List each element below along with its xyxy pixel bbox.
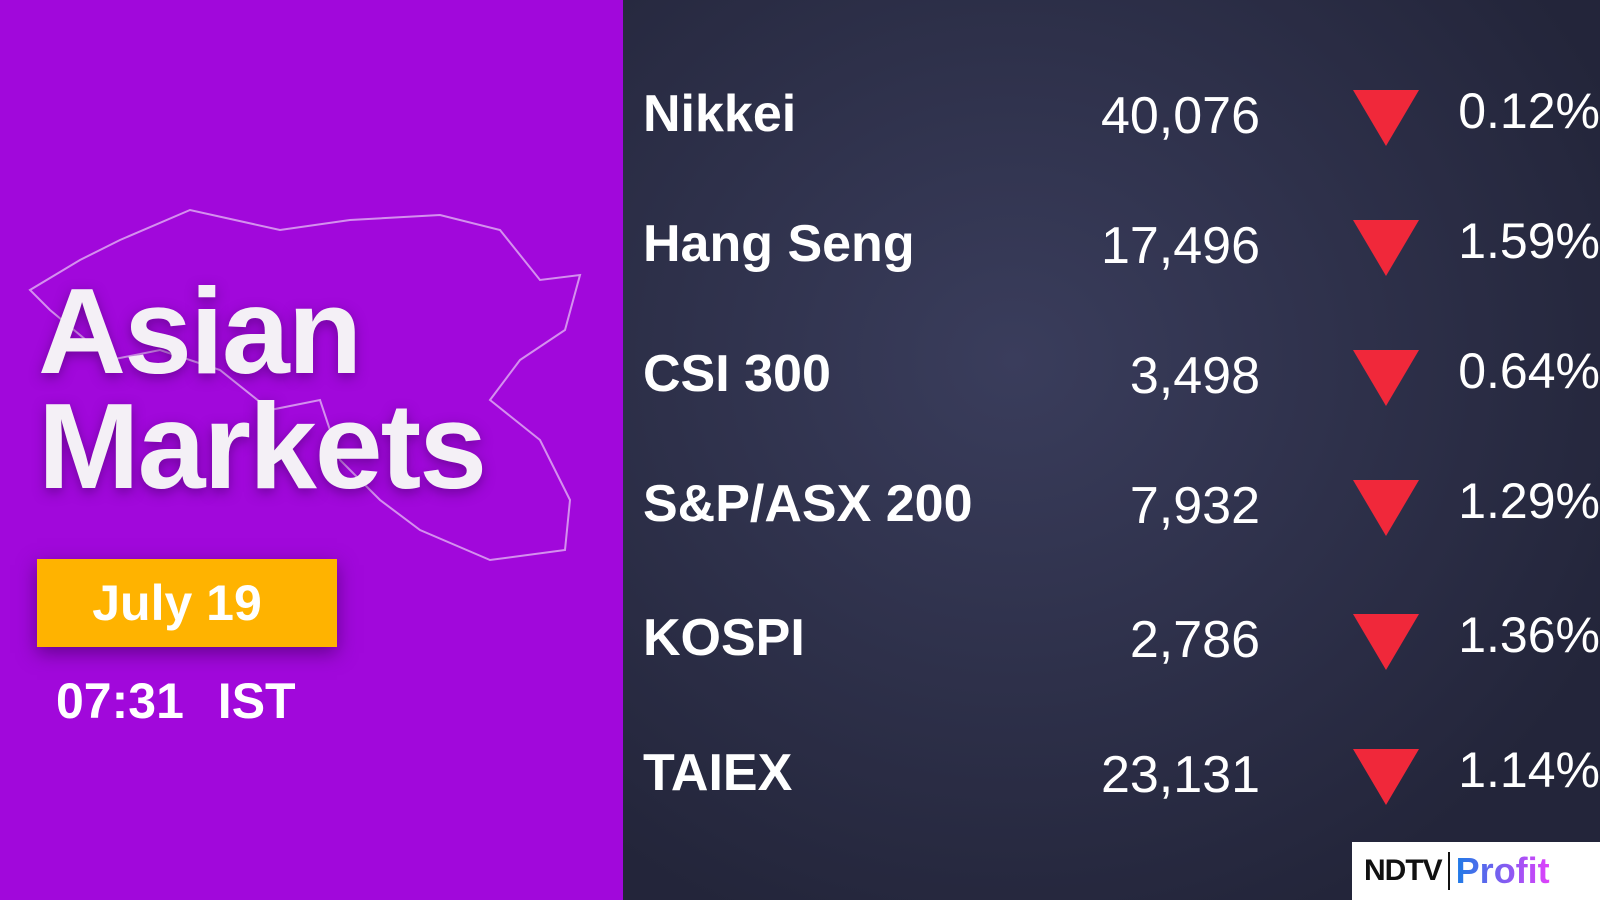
down-arrow-icon (1353, 220, 1419, 276)
market-value: 3,498 (1129, 347, 1260, 405)
market-name: KOSPI (643, 609, 805, 667)
timestamp: 07:31 IST (56, 672, 296, 730)
market-change: 1.14% (1458, 742, 1600, 798)
markets-panel: Nikkei 40,076 0.12% Hang Seng 17,496 1.59… (623, 0, 1600, 900)
logo-product: Profit (1455, 850, 1550, 891)
logo-divider (1447, 852, 1450, 890)
down-arrow-icon (1353, 480, 1419, 536)
date-badge: July 19 (37, 559, 337, 647)
timezone: IST (217, 673, 296, 729)
logo-brand: NDTV (1364, 854, 1443, 887)
title-line2: Markets (38, 378, 487, 514)
market-name: Nikkei (643, 85, 797, 143)
market-name: TAIEX (643, 744, 793, 802)
down-arrow-icon (1353, 614, 1419, 670)
market-change: 1.36% (1458, 607, 1600, 663)
market-value: 40,076 (1100, 87, 1260, 145)
market-row: KOSPI 2,786 1.36% (623, 598, 1600, 678)
ndtv-profit-logo: NDTV Profit (1352, 842, 1600, 900)
market-value: 17,496 (1100, 217, 1260, 275)
market-row: TAIEX 23,131 1.14% (623, 733, 1600, 813)
market-row: CSI 300 3,498 0.64% (623, 334, 1600, 414)
down-arrow-icon (1353, 749, 1419, 805)
market-change: 0.12% (1458, 83, 1600, 139)
market-row: Nikkei 40,076 0.12% (623, 74, 1600, 154)
down-arrow-icon (1353, 350, 1419, 406)
time: 07:31 (56, 673, 184, 729)
market-name: CSI 300 (643, 345, 831, 403)
title-line1: Asian (38, 263, 362, 399)
market-change: 0.64% (1458, 343, 1600, 399)
down-arrow-icon (1353, 90, 1419, 146)
market-value: 2,786 (1129, 611, 1260, 669)
asia-map-outline (28, 208, 582, 562)
market-change: 1.59% (1458, 213, 1600, 269)
market-name: S&P/ASX 200 (643, 475, 973, 533)
title-panel: Asian Markets July 19 07:31 IST (0, 0, 623, 900)
market-row: Hang Seng 17,496 1.59% (623, 204, 1600, 284)
market-value: 23,131 (1100, 746, 1260, 804)
market-row: S&P/ASX 200 7,932 1.29% (623, 464, 1600, 544)
market-value: 7,932 (1129, 477, 1260, 535)
market-change: 1.29% (1458, 473, 1600, 529)
market-name: Hang Seng (643, 215, 915, 273)
